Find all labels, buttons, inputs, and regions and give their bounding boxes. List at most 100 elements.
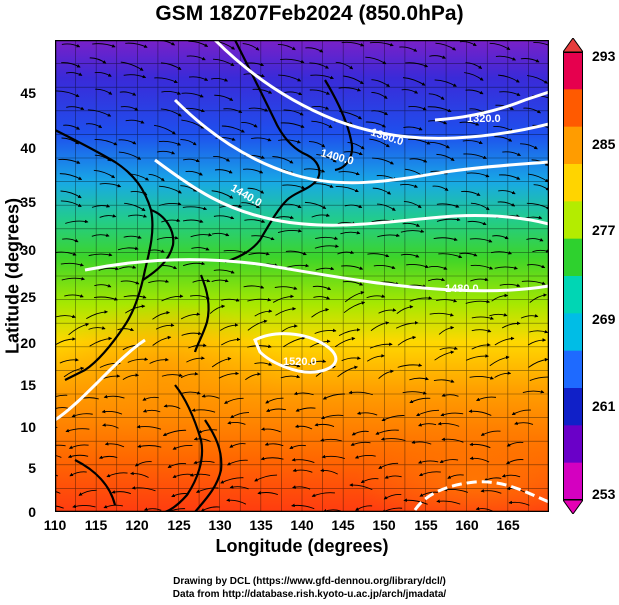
streamline-arrow — [470, 202, 490, 211]
streamline-arrow — [223, 249, 248, 255]
streamline-arrow — [467, 220, 487, 226]
streamline-arrow — [213, 215, 235, 220]
streamline-arrow — [526, 75, 548, 84]
streamline-arrow — [343, 75, 364, 85]
streamline-arrow — [409, 376, 429, 381]
streamline-arrow — [98, 455, 118, 459]
streamline-arrow — [186, 356, 205, 363]
streamline-arrow — [149, 357, 169, 364]
streamline-arrow — [369, 41, 394, 47]
streamline-arrow — [508, 500, 530, 506]
streamline-arrow — [247, 297, 272, 302]
streamline-arrow — [157, 150, 176, 155]
streamline-arrow — [429, 312, 454, 317]
streamline-arrow — [395, 321, 419, 329]
streamline-arrow — [320, 438, 342, 442]
streamline-arrow — [190, 295, 210, 299]
streamline-arrow — [120, 280, 140, 285]
streamline-arrow — [272, 156, 294, 164]
streamline-arrow — [304, 201, 327, 210]
streamline-arrow — [143, 507, 162, 511]
streamline-arrow — [181, 331, 202, 336]
streamline-arrow — [247, 319, 268, 331]
contour-label: 1520.0 — [283, 356, 317, 368]
streamline-arrow — [280, 122, 305, 128]
streamline-arrow — [180, 139, 197, 146]
streamline-arrow — [211, 357, 232, 368]
streamline-arrow — [252, 88, 273, 94]
streamline-arrow — [101, 409, 123, 415]
streamline-arrow — [312, 285, 332, 291]
streamline-arrow — [62, 238, 79, 243]
streamline-arrow — [459, 41, 477, 47]
streamline-arrow — [60, 190, 82, 199]
streamline-arrow — [529, 293, 548, 303]
streamline-arrow — [103, 504, 123, 509]
streamline-arrow — [78, 489, 97, 496]
streamline-arrow — [223, 108, 243, 113]
streamline-arrow — [311, 120, 333, 129]
streamline-arrow — [251, 235, 275, 241]
streamline-arrow — [343, 151, 363, 156]
streamline-arrow — [409, 296, 433, 302]
streamline-arrow — [94, 284, 112, 288]
streamline-arrow — [211, 278, 229, 283]
streamline-arrow — [277, 43, 296, 51]
streamline-arrow — [120, 106, 139, 111]
streamline-arrow — [464, 72, 484, 81]
x-tick-label: 125 — [167, 517, 191, 533]
streamline-arrow — [383, 493, 402, 500]
streamline-arrow — [224, 397, 244, 404]
streamline-arrow — [264, 442, 284, 447]
streamline-arrow — [321, 454, 345, 460]
streamline-arrow — [470, 277, 489, 282]
y-tick-label: 0 — [28, 504, 36, 520]
streamline-arrow — [311, 492, 335, 497]
streamline-arrow — [186, 55, 206, 61]
x-tick-label: 110 — [43, 517, 67, 533]
streamline-arrow — [64, 294, 84, 298]
streamline-arrow — [416, 409, 440, 417]
streamline-arrow — [209, 304, 226, 314]
streamline-arrow — [60, 200, 82, 208]
streamline-arrow — [158, 140, 182, 146]
streamline-arrow — [314, 328, 337, 334]
streamline-arrow — [254, 362, 273, 366]
streamline-arrow — [182, 219, 204, 223]
colorbar-tick-label: 293 — [592, 48, 616, 64]
streamline-arrow — [219, 323, 239, 331]
streamline-arrow — [195, 487, 219, 493]
height-contours — [55, 40, 549, 511]
streamline-arrow — [88, 252, 113, 257]
streamline-arrow — [400, 184, 418, 188]
x-tick-label: 130 — [208, 517, 232, 533]
streamline-arrow — [61, 62, 81, 68]
streamline-arrow — [465, 62, 483, 69]
streamline-arrow — [102, 423, 119, 429]
streamline-arrow — [401, 89, 419, 94]
streamline-arrow — [152, 335, 172, 346]
streamline-arrow — [403, 498, 428, 505]
streamline-arrow — [241, 121, 258, 128]
streamline-arrow — [123, 235, 142, 239]
streamline-arrow — [161, 373, 183, 377]
streamline-arrow — [136, 424, 162, 430]
streamline-arrow — [476, 396, 497, 401]
streamline-arrow — [91, 233, 110, 237]
streamline-arrow — [377, 233, 400, 238]
streamline-arrow — [61, 43, 81, 48]
streamline-arrow — [369, 342, 393, 349]
streamline-arrow — [308, 359, 327, 365]
streamline-arrow — [283, 336, 306, 348]
x-tick-label: 165 — [496, 517, 520, 533]
streamline-arrow — [354, 455, 376, 459]
streamline-arrow — [171, 493, 190, 498]
streamline-arrow — [294, 424, 313, 430]
colorbar-cell — [563, 52, 583, 90]
streamline-arrow — [243, 168, 264, 174]
streamline-arrow — [397, 335, 417, 346]
streamline-arrow — [92, 43, 116, 48]
streamline-arrow — [125, 304, 146, 314]
streamline-arrow — [71, 413, 93, 418]
streamline-arrow — [337, 250, 355, 255]
